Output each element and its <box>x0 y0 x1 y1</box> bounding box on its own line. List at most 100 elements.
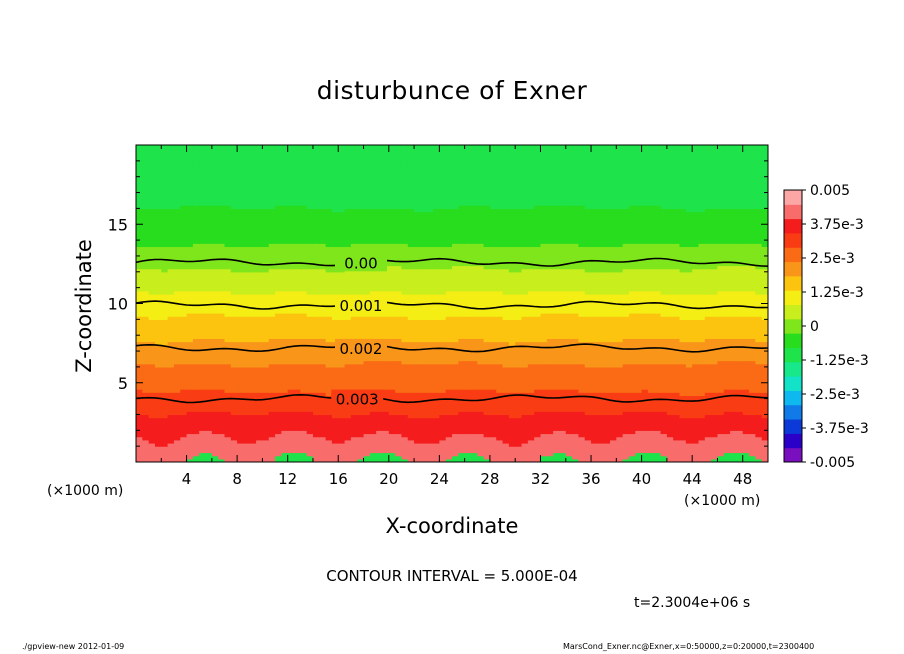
field-cell <box>205 344 213 349</box>
field-cell <box>294 325 301 330</box>
field-cell <box>736 436 744 441</box>
field-cell <box>540 452 548 457</box>
field-cell <box>647 430 655 435</box>
field-cell <box>167 449 175 454</box>
field-cell <box>287 401 295 406</box>
field-cell <box>515 313 523 317</box>
field-cell <box>439 341 447 346</box>
field-cell <box>496 370 504 374</box>
field-cell <box>749 423 756 428</box>
field-cell <box>300 389 308 393</box>
field-cell <box>256 373 263 378</box>
field-cell <box>742 408 750 412</box>
field-cell <box>723 376 731 381</box>
field-cell <box>730 363 737 368</box>
field-cell <box>616 335 624 339</box>
field-cell <box>388 417 396 422</box>
field-cell <box>249 455 257 460</box>
field-cell <box>692 341 700 346</box>
field-cell <box>508 357 516 362</box>
field-cell <box>237 332 245 336</box>
field-cell <box>218 411 226 416</box>
field-cell <box>742 338 750 343</box>
field-cell <box>628 360 636 365</box>
field-cell <box>559 347 567 352</box>
field-cell <box>578 325 586 330</box>
field-cell <box>597 408 605 412</box>
field-cell <box>433 408 440 412</box>
field-cell <box>483 411 491 416</box>
field-cell <box>369 436 377 441</box>
field-cell <box>388 344 396 349</box>
field-cell <box>218 392 226 397</box>
field-cell <box>136 392 143 397</box>
field-cell <box>477 322 485 327</box>
field-cell <box>426 373 434 378</box>
field-cell <box>736 325 744 330</box>
field-cell <box>679 332 687 336</box>
field-cell <box>660 370 668 374</box>
field-cell <box>717 360 725 365</box>
field-cell <box>704 319 712 324</box>
field-cell <box>294 347 301 352</box>
field-cell <box>603 408 611 412</box>
field-cell <box>319 319 327 324</box>
field-cell <box>218 414 226 419</box>
field-cell <box>622 449 630 454</box>
field-cell <box>331 433 339 438</box>
field-cell <box>382 389 390 393</box>
field-cell <box>723 433 731 438</box>
field-cell <box>565 376 573 381</box>
field-cell <box>445 401 453 406</box>
field-cell <box>230 420 238 425</box>
field-cell <box>749 351 756 355</box>
field-cell <box>256 452 263 457</box>
field-cell <box>584 414 592 419</box>
field-cell <box>527 404 535 409</box>
field-cell <box>426 420 434 425</box>
field-cell <box>363 449 371 454</box>
field-cell <box>180 442 188 447</box>
field-cell <box>148 328 156 333</box>
field-cell <box>527 401 535 406</box>
field-cell <box>249 316 257 320</box>
field-cell <box>749 439 756 444</box>
field-cell <box>306 366 314 371</box>
field-cell <box>723 382 731 387</box>
field-cell <box>224 335 232 339</box>
field-cell <box>673 319 681 324</box>
field-cell <box>180 436 188 441</box>
field-cell <box>647 385 655 390</box>
field-cell <box>610 420 617 425</box>
field-cell <box>679 408 687 412</box>
field-cell <box>148 458 156 462</box>
field-cell <box>167 328 175 333</box>
field-cell <box>742 335 750 339</box>
field-cell <box>470 360 478 365</box>
field-cell <box>439 370 447 374</box>
field-cell <box>180 398 188 403</box>
field-cell <box>527 439 535 444</box>
field-cell <box>363 442 371 447</box>
field-cell <box>275 316 282 320</box>
field-cell <box>249 389 257 393</box>
field-cell <box>338 433 346 438</box>
field-cell <box>527 449 535 454</box>
field-cell <box>578 316 586 320</box>
field-cell <box>325 354 333 358</box>
field-cell <box>205 319 213 324</box>
field-cell <box>578 392 586 397</box>
field-cell <box>540 322 548 327</box>
field-cell <box>395 382 403 387</box>
field-cell <box>660 423 668 428</box>
field-cell <box>161 328 169 333</box>
field-cell <box>673 389 681 393</box>
field-cell <box>477 442 485 447</box>
field-cell <box>161 392 169 397</box>
field-cell <box>628 385 636 390</box>
field-cell <box>376 366 384 371</box>
field-cell <box>603 404 611 409</box>
field-cell <box>546 319 554 324</box>
field-cell <box>458 442 466 447</box>
field-cell <box>148 423 156 428</box>
